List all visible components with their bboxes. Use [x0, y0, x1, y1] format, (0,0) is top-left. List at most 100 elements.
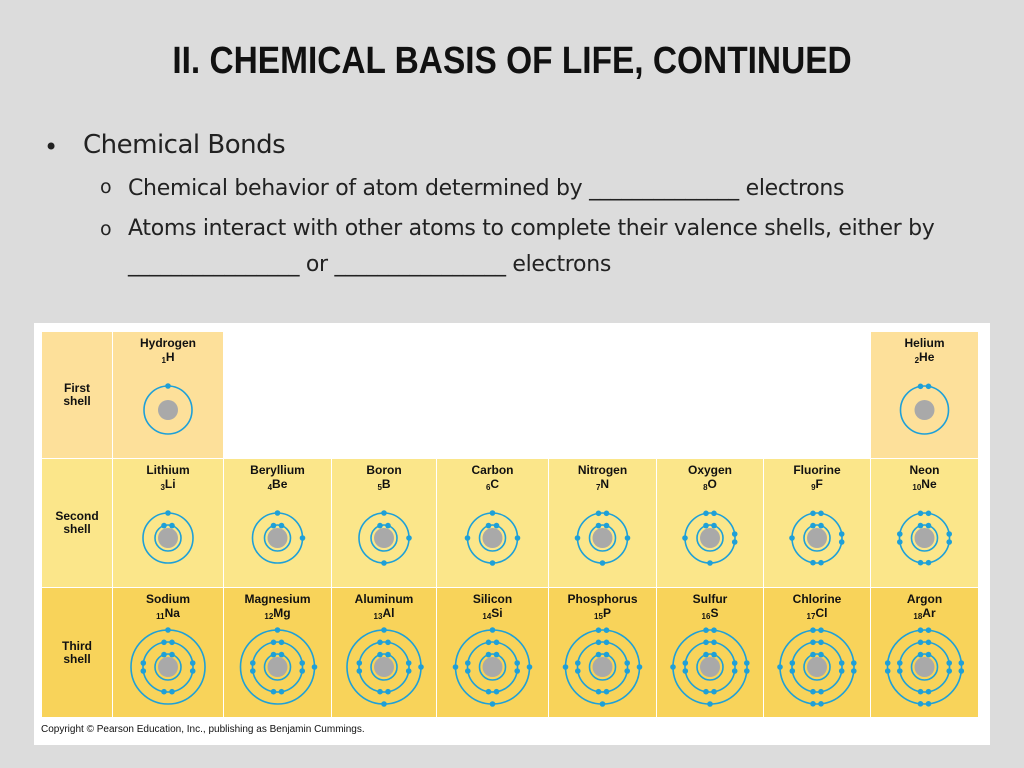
shell-label: Third shell: [42, 588, 112, 717]
symbol-text: P: [602, 606, 611, 620]
atom-diagram: [142, 510, 194, 564]
electron-dot: [595, 639, 602, 646]
electron-dot: [682, 668, 689, 674]
electron-dot: [140, 660, 147, 666]
atomic-number: 8: [703, 483, 708, 492]
element-name: Sodium: [146, 592, 190, 606]
electron-dot: [489, 701, 496, 707]
electron-dot: [189, 668, 196, 674]
electron-dot: [493, 639, 500, 646]
element-symbol: 7N: [549, 477, 656, 492]
element-symbol: 10Ne: [871, 477, 978, 492]
electron-orbit: [263, 524, 292, 552]
symbol-text: F: [815, 477, 823, 491]
electron-dot: [385, 651, 391, 658]
electron-orbit: [588, 653, 617, 681]
electron-orbit: [478, 524, 507, 552]
element-symbol: 1H: [113, 350, 223, 365]
atomic-number: 5: [377, 483, 382, 492]
atomic-number: 10: [912, 483, 922, 492]
electron-orbit: [154, 653, 182, 681]
electron-orbit: [910, 524, 939, 552]
electron-dot: [165, 627, 171, 633]
symbol-text: B: [381, 477, 391, 491]
atom-diagram: [130, 627, 206, 705]
electron-dot: [161, 639, 167, 646]
element-cell-oxygen: Oxygen 8O: [657, 459, 763, 587]
electron-dot: [278, 651, 285, 658]
atomic-number: 18: [913, 612, 923, 621]
nucleus: [482, 528, 503, 548]
electron-dot: [810, 559, 816, 566]
electron-dot: [818, 651, 824, 658]
symbol-text: Na: [164, 606, 180, 620]
copyright-notice: Copyright © Pearson Education, Inc., pub…: [41, 724, 365, 735]
atomic-number: 11: [156, 612, 165, 621]
electron-dot: [250, 660, 256, 666]
element-name: Beryllium: [250, 463, 305, 477]
electron-dot: [897, 660, 903, 666]
element-name: Phosphorus: [567, 592, 638, 606]
electron-dot: [562, 664, 569, 670]
electron-dot: [624, 660, 630, 666]
electron-dot: [603, 627, 610, 633]
symbol-text: Al: [382, 606, 395, 620]
element-symbol: 11Na: [113, 606, 223, 621]
electron-dot: [925, 701, 932, 707]
electron-dot: [711, 639, 717, 646]
atomic-number: 16: [701, 612, 711, 621]
electron-dot: [711, 522, 717, 529]
electron-dot: [925, 639, 932, 646]
electron-dot: [917, 559, 924, 566]
electron-dot: [161, 688, 167, 695]
atom-diagram: [358, 510, 412, 566]
electron-dot: [744, 660, 750, 666]
electron-dot: [485, 651, 492, 658]
nucleus: [158, 657, 178, 677]
electron-dot: [744, 668, 750, 674]
electron-dot: [603, 688, 610, 695]
electron-dot: [270, 688, 277, 695]
atom-diagram: [777, 627, 857, 707]
atom-diagram: [670, 627, 750, 707]
electron-dot: [958, 668, 965, 674]
shell-label-text: First shell: [63, 381, 91, 408]
atomic-number: 7: [595, 483, 601, 492]
electron-dot: [595, 510, 602, 517]
electron-dot: [165, 383, 171, 389]
electron-dot: [603, 522, 610, 529]
electron-dot: [818, 627, 824, 633]
electron-dot: [514, 660, 520, 666]
electron-dot: [595, 651, 602, 658]
nucleus: [158, 528, 178, 548]
electron-orbit: [791, 641, 843, 693]
electron-dot: [599, 701, 606, 707]
electron-orbit: [684, 641, 736, 693]
electron-dot: [493, 688, 500, 695]
atomic-number: 13: [373, 612, 383, 621]
electron-dot: [838, 539, 845, 545]
electron-orbit: [696, 653, 724, 681]
electron-orbit: [251, 641, 304, 693]
electron-dot: [485, 688, 492, 695]
element-cell-neon: Neon 10Ne: [871, 459, 978, 587]
electron-dot: [703, 639, 709, 646]
electron-dot: [270, 522, 277, 529]
electron-dot: [406, 535, 412, 541]
nucleus: [914, 528, 935, 548]
electron-dot: [682, 660, 689, 666]
element-cell-sulfur: Sulfur 16S: [657, 588, 763, 717]
element-name: Nitrogen: [577, 463, 628, 477]
electron-dot: [711, 688, 717, 695]
electron-dot: [946, 531, 952, 537]
atom-diagram: [143, 383, 193, 435]
electron-orbit: [358, 641, 410, 693]
electron-dot: [140, 668, 147, 674]
electron-dot: [165, 510, 171, 516]
electron-dot: [485, 522, 492, 529]
electron-dot: [946, 539, 952, 545]
electron-dot: [595, 522, 602, 529]
electron-dot: [514, 668, 520, 674]
electron-dot: [703, 522, 709, 529]
electron-dot: [169, 651, 175, 658]
